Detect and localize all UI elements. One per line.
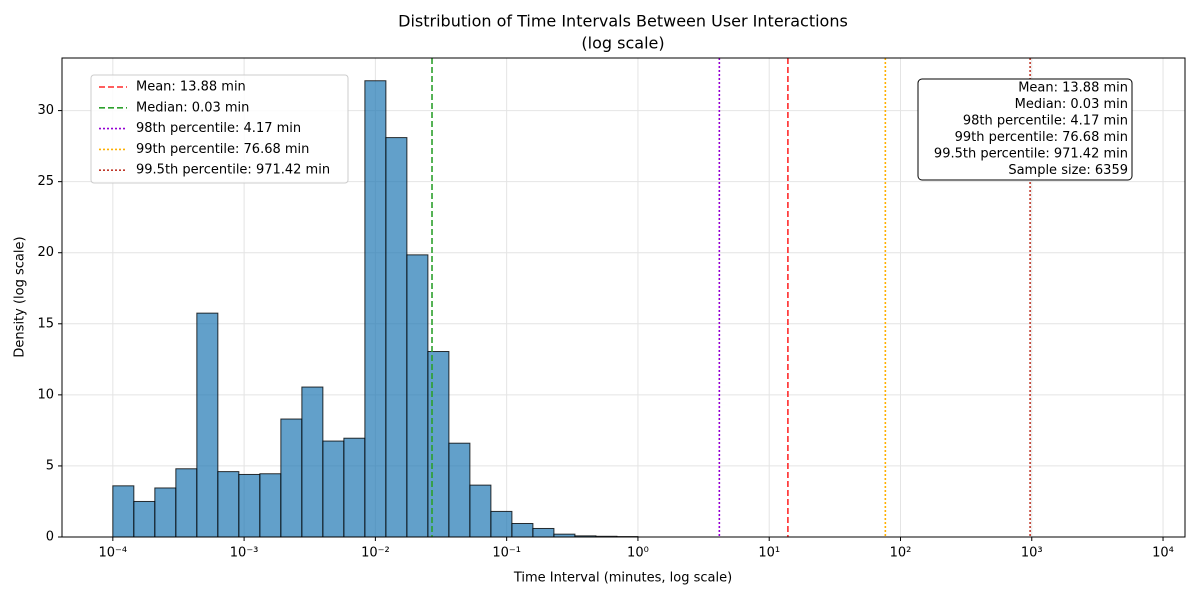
y-tick-label: 30 [37, 103, 54, 118]
x-tick-label: 10⁴ [1152, 546, 1174, 561]
legend-label: 99th percentile: 76.68 min [136, 142, 309, 157]
legend-label: 99.5th percentile: 971.42 min [136, 163, 330, 178]
y-tick-label: 0 [46, 530, 54, 545]
chart-title: Distribution of Time Intervals Between U… [398, 12, 848, 31]
y-axis-label: Density (log scale) [13, 236, 28, 357]
stats-line: Sample size: 6359 [1008, 163, 1128, 178]
x-tick-label: 10² [890, 546, 912, 561]
stats-line: 99.5th percentile: 971.42 min [934, 147, 1128, 162]
y-tick-label: 10 [37, 387, 54, 402]
x-tick-label: 10¹ [758, 546, 780, 561]
legend-label: Median: 0.03 min [136, 100, 249, 115]
bar [301, 386, 324, 538]
bar [511, 522, 534, 538]
stats-box [917, 78, 1133, 181]
y-tick-label: 15 [37, 316, 54, 331]
bar [532, 527, 555, 538]
y-tick-label: 5 [46, 458, 54, 473]
x-axis-label: Time Interval (minutes, log scale) [513, 571, 732, 586]
bar [469, 484, 492, 538]
bar [238, 473, 261, 538]
bar [154, 487, 177, 538]
x-tick-label: 10⁻⁴ [99, 546, 128, 561]
stats-line: 99th percentile: 76.68 min [955, 130, 1128, 145]
stats-line: Mean: 13.88 min [1018, 81, 1128, 96]
x-tick-label: 10⁻² [361, 546, 390, 561]
bar [343, 437, 366, 538]
stats-line: Median: 0.03 min [1015, 97, 1128, 112]
bar [217, 471, 240, 538]
stats-line: 98th percentile: 4.17 min [963, 114, 1128, 129]
bar [175, 468, 198, 538]
bar [322, 440, 345, 538]
bar [490, 510, 513, 538]
bar [448, 442, 471, 538]
y-tick-label: 20 [37, 245, 54, 260]
bar [427, 351, 450, 538]
legend-label: Mean: 13.88 min [136, 80, 246, 95]
bar [112, 485, 135, 538]
legend-box [90, 74, 349, 184]
y-tick-label: 25 [37, 174, 54, 189]
bar [280, 418, 303, 538]
x-tick-label: 10⁻³ [230, 546, 259, 561]
legend-label: 98th percentile: 4.17 min [136, 121, 301, 136]
bar [364, 80, 387, 538]
bar [385, 137, 408, 538]
x-tick-label: 10³ [1021, 546, 1043, 561]
plot-frame [61, 57, 1186, 538]
bar [406, 254, 429, 538]
x-tick-label: 10⁻¹ [492, 546, 521, 561]
bar [133, 500, 156, 538]
bar [259, 473, 282, 538]
bar [196, 312, 219, 538]
chart-subtitle: (log scale) [581, 34, 664, 53]
x-tick-label: 10⁰ [627, 546, 649, 561]
